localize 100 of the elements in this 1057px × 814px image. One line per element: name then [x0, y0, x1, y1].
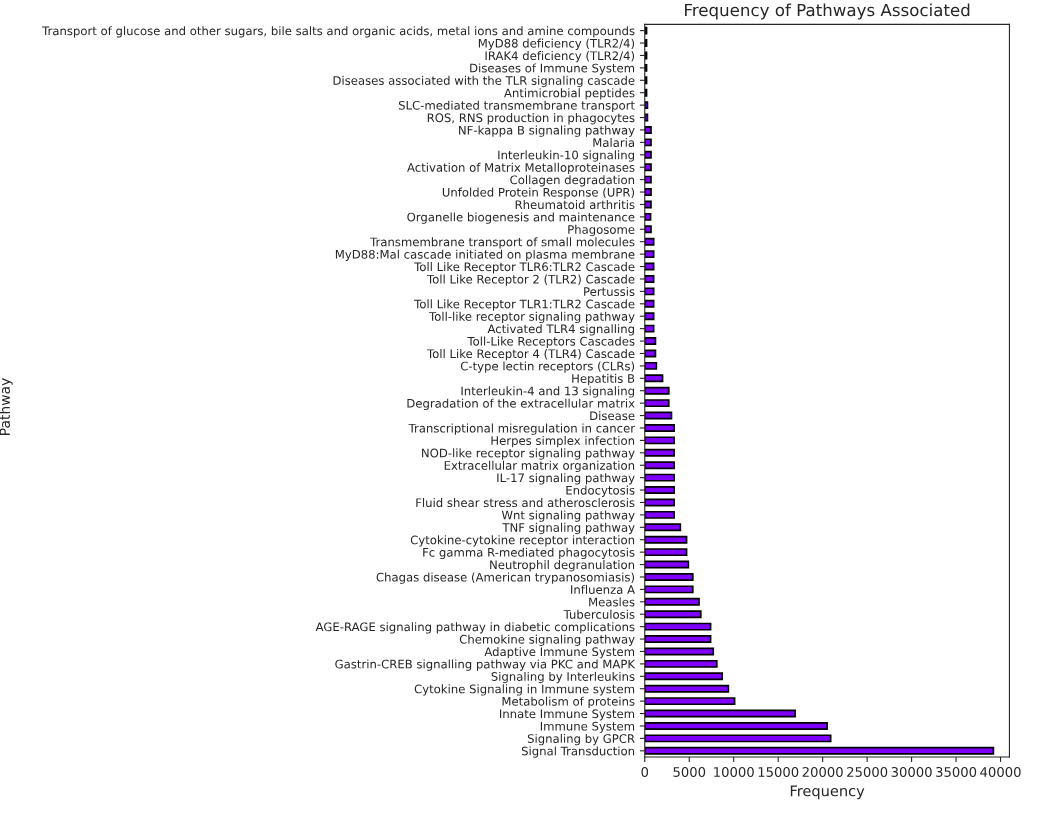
bar: [644, 659, 718, 668]
bar: [644, 697, 736, 706]
y-tick-label: Herpes simplex infection: [491, 435, 635, 448]
bar: [644, 225, 652, 234]
bar: [644, 635, 712, 643]
y-tick-label: Phagosome: [568, 224, 635, 237]
y-tick-label: Signaling by GPCR: [527, 733, 635, 746]
y-tick-label: Interleukin-10 signaling: [498, 150, 634, 162]
y-tick-label: Endocytosis: [566, 485, 635, 497]
y-tick-label: Toll Like Receptor TLR1:TLR2 Cascade: [414, 299, 635, 311]
y-tick-label: Activated TLR4 signalling: [487, 324, 634, 336]
y-tick-label: Influenza A: [571, 584, 635, 594]
bar: [644, 138, 652, 147]
x-tick-label: 40000: [980, 766, 1021, 777]
y-tick-label: MyD88 deficiency (TLR2/4): [478, 38, 635, 50]
bar: [644, 622, 712, 631]
y-tick-label: Toll Like Receptor 4 (TLR4) Cascade: [426, 349, 635, 361]
y-tick-label: Gastrin-CREB signalling pathway via PKC and MAPK: [335, 659, 636, 671]
y-tick-label: C-type lectin receptors (CLRs): [460, 361, 635, 373]
bar: [644, 448, 675, 457]
y-tick-label: Diseases associated with the TLR signaling cascade: [333, 75, 635, 88]
y-tick-label: AGE-RAGE signaling pathway in diabetic complications: [315, 622, 635, 634]
bar: [644, 585, 694, 594]
y-tick-label: Cytokine Signaling in Immune system: [414, 684, 635, 696]
y-tick-label: Extracellular matrix organization: [444, 460, 635, 473]
y-tick-label: NF-kappa B signaling pathway: [459, 125, 635, 137]
bar: [644, 424, 675, 432]
y-tick-label: Transmembrane transport of small molecules: [370, 237, 635, 249]
y-tick-label: Malaria: [593, 137, 634, 147]
bar: [644, 746, 995, 755]
y-tick-label: Activation of Matrix Metalloproteinases: [407, 162, 635, 175]
y-tick-label: IRAK4 deficiency (TLR2/4): [485, 51, 635, 63]
bar: [644, 299, 655, 308]
bar: [644, 535, 688, 544]
y-tick-label: Organelle biogenesis and maintenance: [407, 212, 635, 224]
y-tick-label: Toll Like Receptor TLR6:TLR2 Cascade: [414, 262, 635, 274]
x-tick-label: 15000: [758, 766, 799, 777]
y-tick-label: Chemokine signaling pathway: [459, 634, 635, 646]
bar: [644, 312, 655, 321]
y-axis-title: Pathway: [0, 378, 13, 435]
bar: [644, 163, 652, 172]
y-tick-label: Toll Like Receptor 2 (TLR2) Cascade: [426, 274, 635, 286]
bar: [644, 386, 670, 395]
bar: [644, 374, 664, 383]
y-tick-label: Hepatitis B: [572, 373, 635, 386]
y-tick-label: Fc gamma R-mediated phagocytosis: [423, 547, 635, 559]
bar: [644, 722, 828, 730]
y-tick-label: Signal Transduction: [521, 746, 635, 758]
y-tick-label: IL-17 signaling pathway: [497, 473, 635, 485]
bar: [644, 175, 652, 184]
bar: [644, 237, 655, 246]
y-tick-label: Cytokine-cytokine receptor interaction: [410, 535, 635, 547]
bar: [644, 486, 675, 494]
y-tick-label: Adaptive Immune System: [484, 647, 635, 659]
bar: [644, 188, 652, 196]
bar: [644, 250, 655, 259]
bar: [644, 361, 658, 370]
y-tick-label: Collagen degradation: [510, 175, 635, 187]
y-tick-label: SLC-mediated transmembrane transport: [398, 100, 635, 112]
y-tick-label: Diseases of Immune System: [470, 63, 635, 75]
bar: [644, 597, 700, 606]
bar: [644, 150, 652, 159]
bar: [644, 101, 649, 110]
bar: [644, 399, 670, 408]
y-tick-label: Pertussis: [584, 286, 635, 296]
bar: [644, 672, 723, 681]
x-tick-label: 20000: [802, 766, 843, 777]
bar: [644, 573, 694, 581]
x-tick-label: 0: [641, 766, 649, 777]
y-tick-label: Metabolism of proteins: [502, 696, 635, 708]
y-tick-label: ROS, RNS production in phagocytes: [427, 113, 635, 125]
y-tick-label: Tuberculosis: [563, 609, 635, 619]
bar: [644, 126, 652, 134]
x-axis-title: Frequency: [790, 785, 865, 800]
x-tick-label: 25000: [847, 766, 888, 777]
y-tick-label: Unfolded Protein Response (UPR): [442, 187, 635, 199]
x-tick-label: 10000: [714, 766, 754, 777]
x-tick-label: 5000: [673, 766, 706, 777]
y-tick-label: Chagas disease (American trypanosomiasis): [376, 572, 635, 584]
x-tick-label: 30000: [891, 766, 932, 777]
bar: [644, 684, 730, 693]
y-tick-label: Antimicrobial peptides: [504, 88, 635, 100]
y-tick-label: TNF signaling pathway: [502, 522, 635, 535]
y-tick-label: Signaling by Interleukins: [491, 671, 635, 684]
bar: [644, 510, 675, 519]
bar: [644, 610, 702, 619]
bar: [644, 200, 652, 209]
y-tick-label: Innate Immune System: [500, 709, 635, 721]
bar: [644, 275, 655, 283]
x-tick-label: 35000: [936, 766, 977, 777]
y-tick-label: MyD88:Mal cascade initiated on plasma membrane: [335, 249, 635, 261]
bar: [644, 287, 655, 296]
y-tick-label: Interleukin-4 and 13 signaling: [461, 386, 634, 398]
bar: [644, 473, 675, 482]
bar: [644, 337, 657, 345]
y-tick-label: Toll-like receptor signaling pathway: [429, 311, 635, 324]
bar: [644, 548, 688, 557]
y-tick-label: Neutrophil degranulation: [490, 560, 635, 572]
bar: [644, 734, 832, 743]
y-tick-label: Measles: [589, 597, 635, 607]
